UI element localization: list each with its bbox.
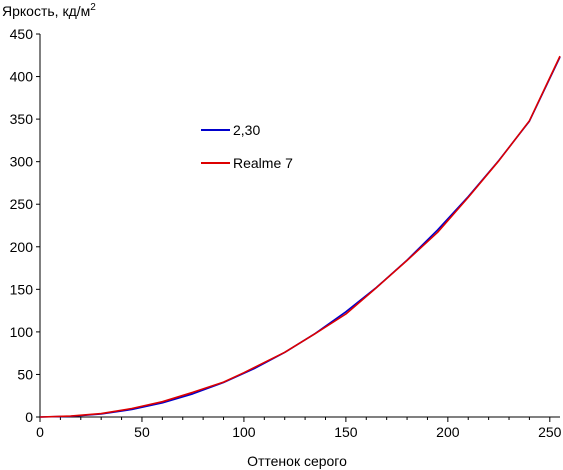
x-tick-label: 250 [538, 424, 562, 440]
y-axis-title-superscript: 2 [90, 2, 96, 13]
y-tick-label: 200 [10, 239, 34, 255]
legend-label-1: 2,30 [233, 122, 260, 138]
x-tick-label: 200 [436, 424, 460, 440]
y-tick-label: 400 [10, 69, 34, 85]
legend: 2,30 Realme 7 [201, 122, 293, 171]
x-tick-label: 100 [232, 424, 256, 440]
x-axis-title: Оттенок серого [247, 453, 347, 469]
y-tick-label: 50 [17, 366, 33, 382]
y-tick-label: 300 [10, 154, 34, 170]
y-axis-title-text: Яркость, кд/м [2, 3, 90, 19]
y-tick-label: 150 [10, 281, 34, 297]
series-layer [39, 55, 561, 418]
series-line-1 [39, 56, 561, 418]
y-tick-label: 250 [10, 196, 34, 212]
y-tick-label: 350 [10, 111, 34, 127]
x-tick-label: 50 [134, 424, 150, 440]
axes: 0 50 100 150 200 250 300 350 400 450 0 50 100 150 200 2… [10, 26, 562, 440]
x-tick-label: 150 [334, 424, 358, 440]
x-tick-label: 0 [36, 424, 44, 440]
y-tick-label: 100 [10, 324, 34, 340]
series-line-2 [39, 55, 561, 418]
y-axis-title: Яркость, кд/м2 [2, 2, 96, 19]
legend-label-2: Realme 7 [233, 155, 293, 171]
y-tick-label: 0 [25, 409, 33, 425]
y-tick-label: 450 [10, 26, 34, 42]
